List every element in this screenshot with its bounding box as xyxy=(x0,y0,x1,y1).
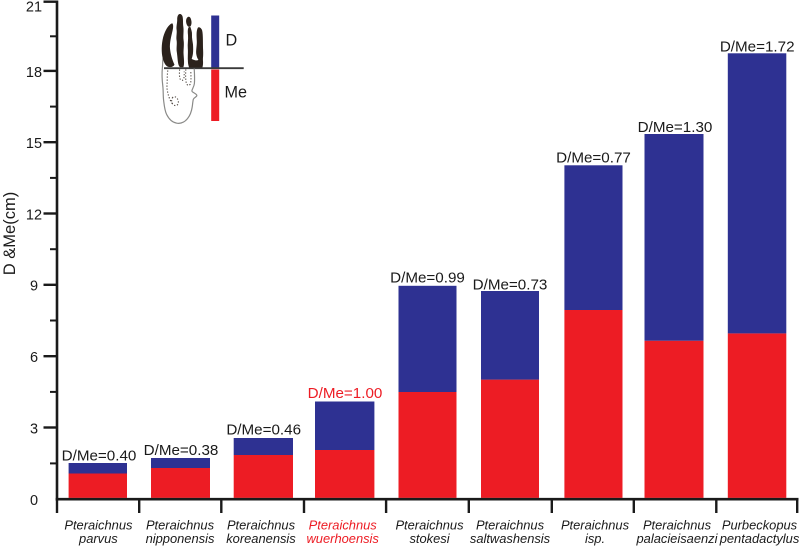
svg-text:D/Me=0.38: D/Me=0.38 xyxy=(144,442,219,459)
svg-text:parvus: parvus xyxy=(78,531,118,546)
svg-text:D/Me=0.46: D/Me=0.46 xyxy=(226,422,301,439)
svg-text:wuerhoensis: wuerhoensis xyxy=(307,531,380,546)
svg-text:palacieisaenzi: palacieisaenzi xyxy=(636,531,719,546)
svg-text:Me: Me xyxy=(225,84,248,102)
svg-text:6: 6 xyxy=(30,350,38,366)
svg-text:Pteraichnus: Pteraichnus xyxy=(64,518,133,533)
svg-text:stokesi: stokesi xyxy=(409,531,450,546)
svg-text:D/Me=1.00: D/Me=1.00 xyxy=(308,385,383,402)
svg-text:saltwashensis: saltwashensis xyxy=(470,531,551,546)
svg-text:3: 3 xyxy=(30,421,38,437)
svg-text:12: 12 xyxy=(26,207,42,223)
svg-text:D &Me(cm): D &Me(cm) xyxy=(1,192,19,275)
svg-text:Pteraichnus: Pteraichnus xyxy=(146,518,215,533)
svg-text:Pteraichnus: Pteraichnus xyxy=(643,518,712,533)
svg-text:nipponensis: nipponensis xyxy=(146,531,215,546)
svg-text:21: 21 xyxy=(26,0,42,15)
svg-text:D/Me=1.30: D/Me=1.30 xyxy=(638,119,713,136)
svg-text:Pteraichnus: Pteraichnus xyxy=(561,518,630,533)
svg-text:0: 0 xyxy=(30,493,38,509)
svg-text:D/Me=0.73: D/Me=0.73 xyxy=(473,277,548,294)
svg-text:Purbeckopus: Purbeckopus xyxy=(722,518,798,533)
svg-text:D/Me=1.72: D/Me=1.72 xyxy=(720,38,795,55)
svg-text:Pteraichnus: Pteraichnus xyxy=(476,518,545,533)
svg-text:Pteraichnus: Pteraichnus xyxy=(227,518,296,533)
svg-text:pentadactylus: pentadactylus xyxy=(719,531,800,546)
svg-text:18: 18 xyxy=(26,65,42,81)
svg-text:Pteraichnus: Pteraichnus xyxy=(395,518,464,533)
svg-text:isp.: isp. xyxy=(585,531,605,546)
svg-text:9: 9 xyxy=(30,279,38,295)
svg-text:15: 15 xyxy=(26,136,42,152)
svg-text:D/Me=0.77: D/Me=0.77 xyxy=(556,150,631,167)
svg-text:D/Me=0.99: D/Me=0.99 xyxy=(390,270,465,287)
svg-text:D/Me=0.40: D/Me=0.40 xyxy=(62,447,137,464)
svg-text:Pteraichnus: Pteraichnus xyxy=(309,518,378,533)
svg-text:koreanensis: koreanensis xyxy=(226,531,296,546)
svg-text:D: D xyxy=(226,32,238,50)
